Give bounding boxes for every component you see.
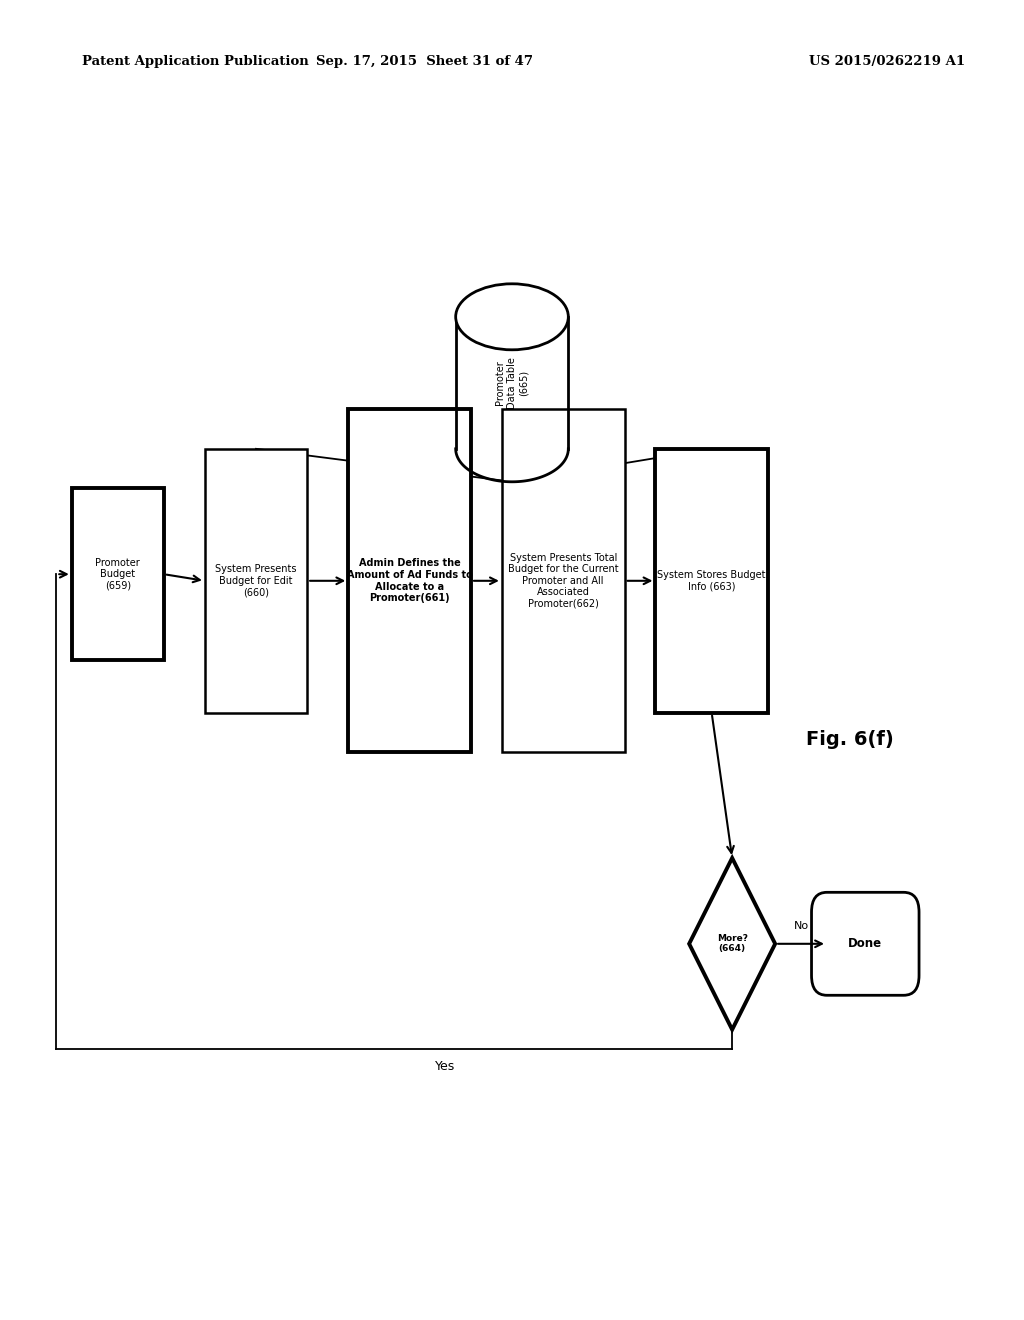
Text: System Presents Total
Budget for the Current
Promoter and All
Associated
Promote: System Presents Total Budget for the Cur… [508,553,618,609]
Text: Patent Application Publication: Patent Application Publication [82,55,308,69]
Text: Admin Defines the
Amount of Ad Funds to
Allocate to a
Promoter(661): Admin Defines the Amount of Ad Funds to … [347,558,472,603]
Text: System Presents
Budget for Edit
(660): System Presents Budget for Edit (660) [215,564,297,598]
Text: Sep. 17, 2015  Sheet 31 of 47: Sep. 17, 2015 Sheet 31 of 47 [316,55,534,69]
Text: System Stores Budget
Info (663): System Stores Budget Info (663) [657,570,766,591]
Text: More?
(664): More? (664) [717,935,748,953]
FancyBboxPatch shape [72,488,164,660]
FancyBboxPatch shape [502,409,625,752]
Ellipse shape [456,284,568,350]
Text: US 2015/0262219 A1: US 2015/0262219 A1 [809,55,965,69]
FancyBboxPatch shape [655,449,768,713]
FancyBboxPatch shape [811,892,920,995]
Text: Promoter
Data Table
(665): Promoter Data Table (665) [496,356,528,409]
Text: No: No [794,920,809,931]
Text: Fig. 6(f): Fig. 6(f) [806,730,894,748]
Text: Yes: Yes [435,1060,456,1073]
Text: Promoter
Budget
(659): Promoter Budget (659) [95,557,140,591]
Polygon shape [456,317,568,449]
FancyBboxPatch shape [205,449,307,713]
Polygon shape [689,858,775,1030]
FancyBboxPatch shape [348,409,471,752]
Text: Done: Done [848,937,883,950]
